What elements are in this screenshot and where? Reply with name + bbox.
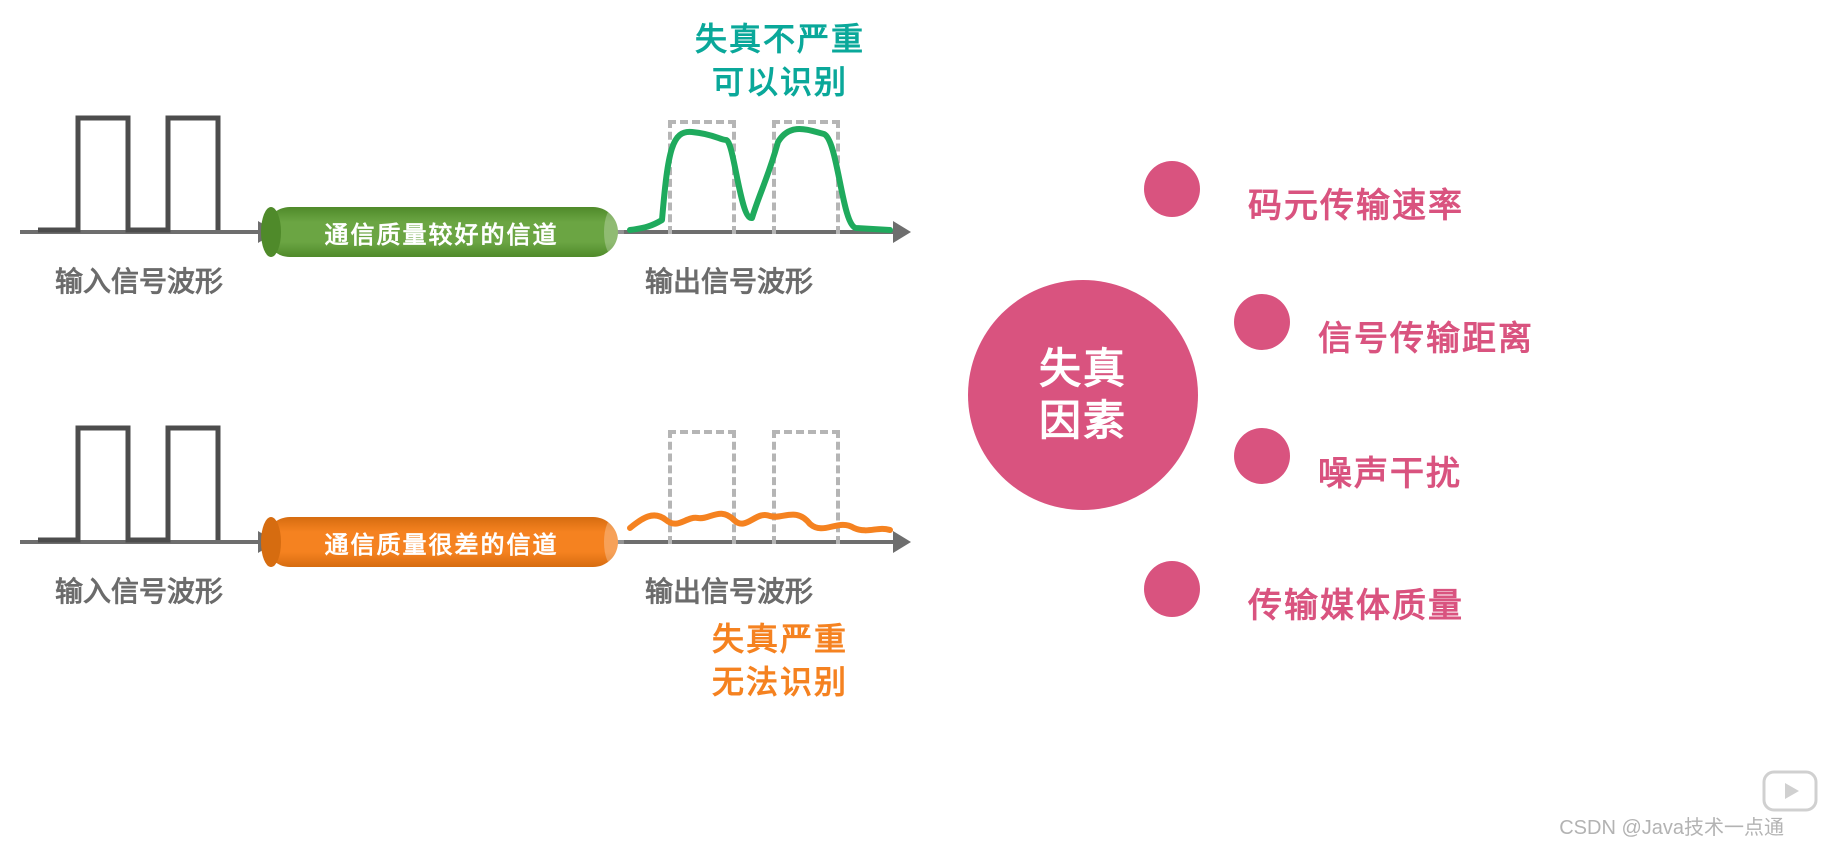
cause-item-label: 噪声干扰 xyxy=(1318,446,1462,495)
verdict-good-line2: 可以识别 xyxy=(650,61,910,104)
row-bad-channel: 输入信号波形 输出信号波形 通信质量很差的信道 xyxy=(20,410,880,640)
cause-title-line1: 失真 xyxy=(1039,343,1127,396)
cause-item-label: 传输媒体质量 xyxy=(1248,578,1464,627)
cause-item-label: 信号传输距离 xyxy=(1318,311,1534,360)
cause-item-label: 码元传输速率 xyxy=(1248,178,1464,227)
verdict-good: 失真不严重 可以识别 xyxy=(650,18,910,104)
watermark-text: CSDN @Java技术一点通 xyxy=(1559,811,1784,840)
cause-dot xyxy=(1144,161,1200,217)
diagram-root: { "colors": { "axis": "#6e6e6e", "label"… xyxy=(0,0,1836,862)
output-waveform-label: 输出信号波形 xyxy=(645,260,813,300)
input-waveform-label: 输入信号波形 xyxy=(55,570,223,610)
row-good-channel: 输入信号波形 输出信号波形 通信质量较好的信道 xyxy=(20,100,880,330)
cause-central-circle: 失真 因素 xyxy=(968,280,1198,510)
channel-good-label: 通信质量较好的信道 xyxy=(325,215,559,250)
cause-dot xyxy=(1234,294,1290,350)
input-waveform-label: 输入信号波形 xyxy=(55,260,223,300)
input-pulse-wave xyxy=(38,428,218,540)
verdict-good-line1: 失真不严重 xyxy=(650,18,910,61)
output-distorted-wave-good xyxy=(630,129,890,230)
cause-dot xyxy=(1144,561,1200,617)
video-play-icon xyxy=(1762,770,1818,812)
output-distorted-wave-bad xyxy=(630,514,890,531)
cause-title-line2: 因素 xyxy=(1039,395,1127,448)
input-pulse-wave xyxy=(38,118,218,230)
cause-dot xyxy=(1234,428,1290,484)
cause-title: 失真 因素 xyxy=(1039,343,1127,448)
output-waveform-label: 输出信号波形 xyxy=(645,570,813,610)
channel-bad-label: 通信质量很差的信道 xyxy=(325,525,559,560)
verdict-bad-line2: 无法识别 xyxy=(650,661,910,704)
